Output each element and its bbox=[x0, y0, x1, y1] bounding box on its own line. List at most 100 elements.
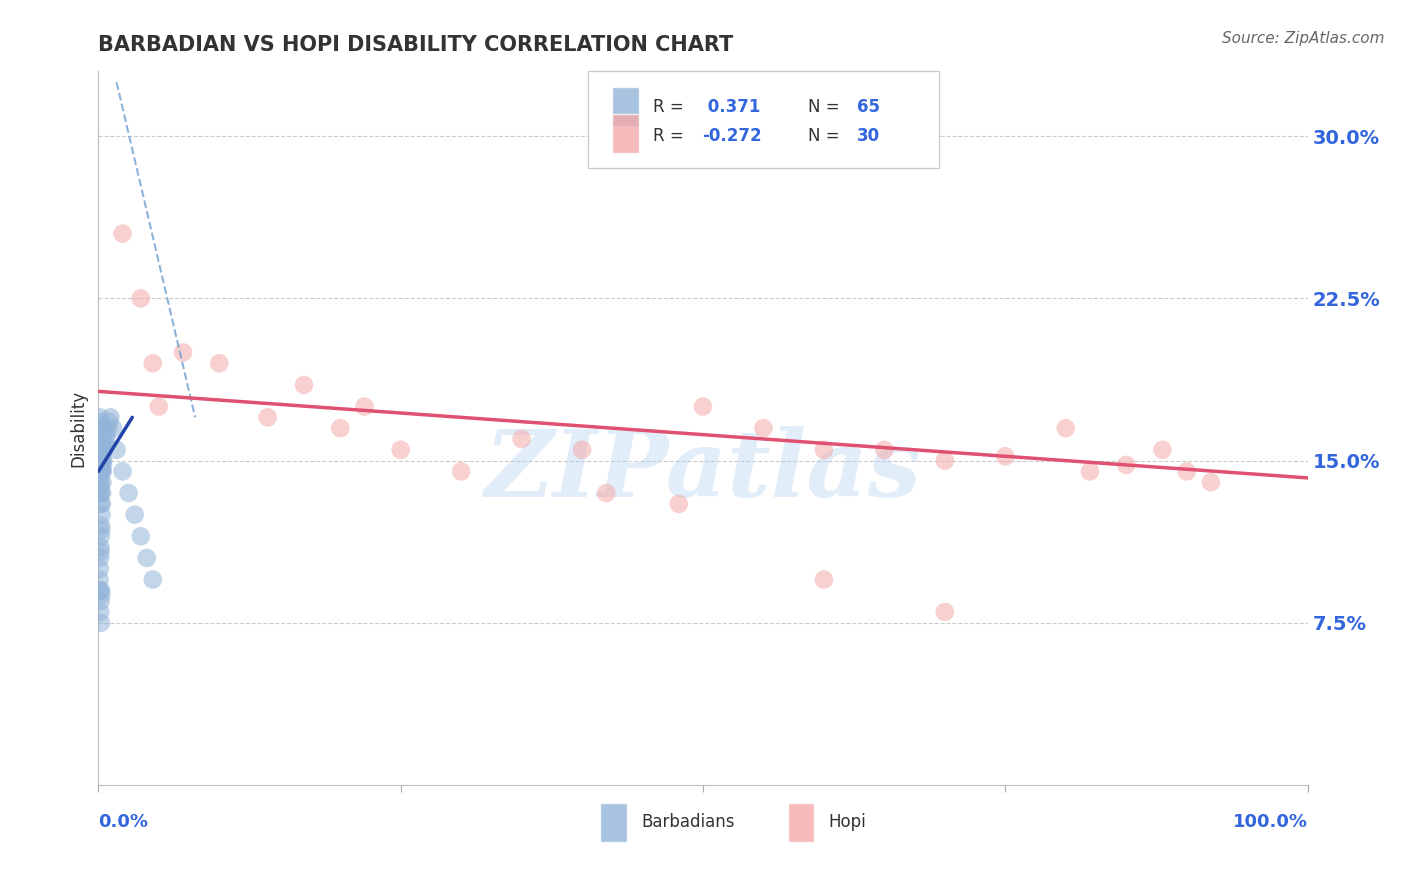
Point bbox=[353, 400, 375, 414]
Point bbox=[89, 471, 111, 485]
Text: 30: 30 bbox=[856, 127, 880, 145]
Point bbox=[90, 421, 112, 435]
Point bbox=[90, 486, 112, 500]
Point bbox=[142, 573, 165, 587]
Point bbox=[129, 529, 152, 543]
FancyBboxPatch shape bbox=[787, 803, 814, 842]
Point bbox=[90, 508, 112, 522]
Point bbox=[1175, 464, 1198, 478]
Point bbox=[813, 573, 835, 587]
Point bbox=[934, 453, 956, 467]
Point bbox=[90, 497, 112, 511]
Point bbox=[90, 529, 112, 543]
Point bbox=[692, 400, 714, 414]
Point bbox=[208, 356, 231, 370]
Text: ZIPatlas: ZIPatlas bbox=[485, 426, 921, 516]
Text: 100.0%: 100.0% bbox=[1233, 814, 1308, 831]
Point bbox=[89, 605, 111, 619]
Point bbox=[129, 292, 152, 306]
Point bbox=[668, 497, 690, 511]
Text: 0.0%: 0.0% bbox=[98, 814, 149, 831]
Point bbox=[93, 436, 115, 450]
Point bbox=[90, 464, 112, 478]
Point bbox=[97, 421, 120, 435]
Point bbox=[91, 464, 114, 478]
Point bbox=[91, 453, 114, 467]
Point bbox=[90, 432, 112, 446]
Point bbox=[118, 486, 141, 500]
Point bbox=[172, 345, 194, 359]
Point bbox=[1078, 464, 1101, 478]
Point bbox=[90, 442, 112, 457]
Point bbox=[90, 436, 112, 450]
Point bbox=[90, 475, 112, 490]
Point bbox=[510, 432, 533, 446]
Text: N =: N = bbox=[808, 98, 845, 116]
Point bbox=[111, 227, 134, 241]
Point bbox=[1152, 442, 1174, 457]
Point bbox=[91, 453, 114, 467]
Point bbox=[90, 415, 112, 429]
Point bbox=[1199, 475, 1222, 490]
Point bbox=[90, 450, 112, 464]
Point bbox=[813, 442, 835, 457]
Point bbox=[124, 508, 146, 522]
Point bbox=[90, 518, 112, 533]
Text: Barbadians: Barbadians bbox=[641, 814, 735, 831]
Text: 65: 65 bbox=[856, 98, 880, 116]
Point bbox=[91, 442, 114, 457]
Point bbox=[90, 442, 112, 457]
Text: N =: N = bbox=[808, 127, 845, 145]
FancyBboxPatch shape bbox=[588, 71, 939, 168]
Point bbox=[90, 479, 112, 493]
Point bbox=[90, 583, 112, 598]
Text: R =: R = bbox=[654, 98, 689, 116]
Point bbox=[329, 421, 352, 435]
Point bbox=[91, 475, 114, 490]
Point bbox=[90, 615, 112, 630]
FancyBboxPatch shape bbox=[600, 803, 627, 842]
Point bbox=[89, 436, 111, 450]
Point bbox=[91, 421, 114, 435]
Point bbox=[450, 464, 472, 478]
Point bbox=[90, 594, 112, 608]
Point bbox=[292, 378, 315, 392]
Point bbox=[93, 442, 115, 457]
Text: R =: R = bbox=[654, 127, 689, 145]
Point bbox=[89, 540, 111, 554]
Text: Hopi: Hopi bbox=[828, 814, 866, 831]
Text: 0.371: 0.371 bbox=[702, 98, 761, 116]
Point bbox=[91, 464, 114, 478]
Point bbox=[256, 410, 278, 425]
Point bbox=[389, 442, 412, 457]
Point bbox=[934, 605, 956, 619]
Point bbox=[89, 486, 111, 500]
Point bbox=[571, 442, 593, 457]
Point bbox=[100, 410, 122, 425]
Point bbox=[90, 458, 112, 472]
Point bbox=[90, 427, 112, 442]
Point bbox=[89, 573, 111, 587]
Point bbox=[135, 550, 157, 565]
Point bbox=[94, 432, 117, 446]
Point bbox=[91, 458, 114, 472]
Point bbox=[595, 486, 617, 500]
Point bbox=[89, 453, 111, 467]
Point bbox=[89, 432, 111, 446]
Point bbox=[90, 588, 112, 602]
Point bbox=[98, 415, 121, 429]
Text: Source: ZipAtlas.com: Source: ZipAtlas.com bbox=[1222, 31, 1385, 46]
Point bbox=[89, 464, 111, 478]
Point bbox=[111, 464, 134, 478]
Point bbox=[1115, 458, 1137, 472]
Point bbox=[873, 442, 896, 457]
FancyBboxPatch shape bbox=[613, 114, 638, 153]
Point bbox=[89, 442, 111, 457]
Text: -0.272: -0.272 bbox=[702, 127, 762, 145]
Point bbox=[105, 442, 128, 457]
Point bbox=[89, 458, 111, 472]
Text: BARBADIAN VS HOPI DISABILITY CORRELATION CHART: BARBADIAN VS HOPI DISABILITY CORRELATION… bbox=[98, 35, 734, 54]
Point bbox=[89, 562, 111, 576]
Point bbox=[148, 400, 170, 414]
Point bbox=[1054, 421, 1077, 435]
